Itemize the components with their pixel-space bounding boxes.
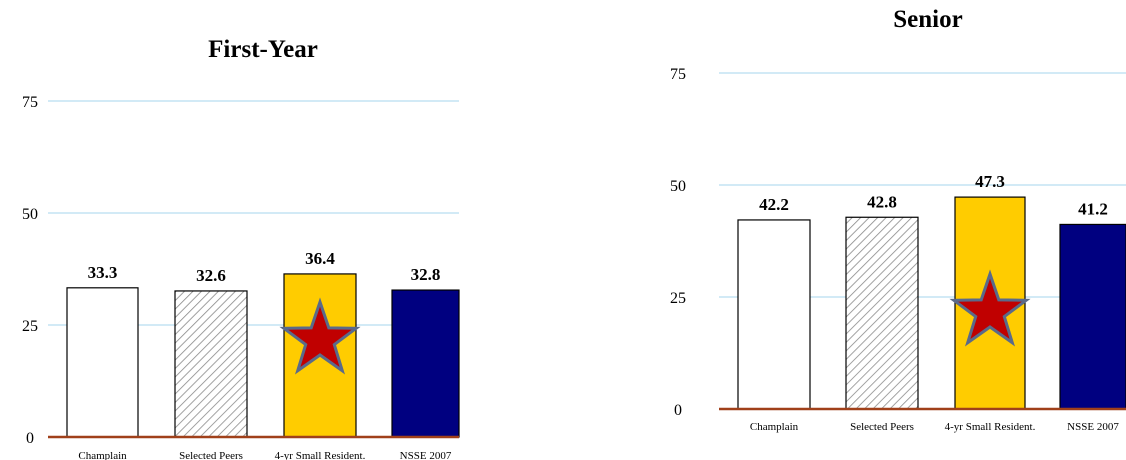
y-tick-label: 75 [670, 66, 686, 83]
y-tick-label: 75 [22, 94, 38, 111]
category-label: 4-yr Small Resident. [275, 450, 366, 460]
data-label: 47.3 [975, 172, 1005, 191]
bar-nsse-2007 [391, 289, 460, 438]
category-label: 4-yr Small Resident. [945, 421, 1036, 433]
y-tick-label: 0 [26, 430, 34, 447]
bar-champlain [737, 219, 811, 410]
bar-nsse-2007 [1059, 223, 1126, 410]
data-label: 41.2 [1078, 199, 1108, 218]
data-label: 33.3 [88, 263, 118, 282]
y-tick-label: 25 [670, 290, 686, 307]
y-tick-label: 0 [674, 402, 682, 419]
chart-title: First-Year [208, 36, 318, 63]
category-label: Selected Peers [850, 421, 914, 433]
data-label: 42.2 [759, 195, 789, 214]
star-icon [279, 297, 361, 375]
senior-chart: Senior 0 25 50 75 42.2 Champlain 42.8 Selected … [670, 6, 1126, 433]
data-label: 32.6 [196, 266, 226, 285]
bar-selected-peers [845, 216, 919, 410]
category-label: Selected Peers [179, 450, 243, 460]
bar-champlain [66, 287, 139, 438]
y-tick-label: 25 [22, 318, 38, 335]
category-label: NSSE 2007 [400, 450, 452, 460]
category-label: Champlain [78, 450, 127, 460]
first-year-chart: First-Year 0 25 50 75 33.3 Champlain 32.6 Selec… [22, 36, 460, 460]
data-label: 42.8 [867, 192, 897, 211]
chart-title: Senior [893, 6, 962, 33]
star-icon [949, 269, 1031, 347]
y-tick-label: 50 [22, 206, 38, 223]
bar-selected-peers [174, 290, 248, 438]
category-label: Champlain [750, 421, 799, 433]
data-label: 32.8 [411, 265, 441, 284]
category-label: NSSE 2007 [1067, 421, 1119, 433]
data-label: 36.4 [305, 249, 335, 268]
y-tick-label: 50 [670, 178, 686, 195]
